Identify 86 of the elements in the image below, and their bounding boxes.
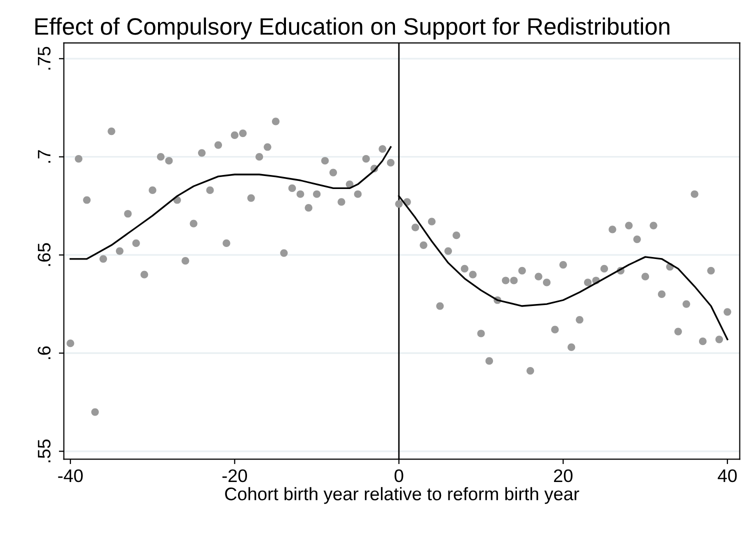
point (568, 343, 576, 352)
point (641, 272, 650, 280)
point (682, 300, 690, 308)
point (83, 196, 91, 204)
point (354, 190, 362, 198)
point (469, 270, 477, 278)
point (74, 154, 82, 163)
point (255, 153, 264, 161)
point (116, 247, 124, 255)
x-tick-label: -40 (58, 469, 83, 482)
y-tick-label: .55 (38, 439, 51, 462)
chart-title: Effect of Compulsory Education on Support for Redistribution (35, 18, 670, 40)
point (182, 257, 190, 265)
point (304, 204, 312, 212)
point (674, 328, 682, 336)
point (485, 357, 494, 365)
point (698, 338, 707, 346)
y-tick-label: .75 (38, 46, 51, 70)
point (264, 143, 272, 151)
point (444, 247, 452, 255)
point (584, 278, 592, 286)
point (165, 156, 173, 165)
point (239, 129, 247, 138)
point (91, 408, 99, 416)
point (412, 224, 420, 232)
point (66, 340, 74, 348)
point (190, 220, 198, 228)
point (559, 260, 567, 269)
point (477, 330, 485, 338)
point (633, 235, 641, 244)
point (526, 366, 534, 375)
y-tick-label: .65 (38, 243, 51, 266)
point (288, 184, 296, 192)
point (460, 264, 468, 273)
point (600, 264, 608, 273)
x-axis-title: Cohort birth year relative to reform birth year (225, 487, 580, 504)
point (724, 308, 732, 316)
point (198, 149, 206, 157)
point (518, 266, 526, 274)
point (108, 127, 116, 136)
point (329, 168, 338, 176)
point (650, 222, 658, 230)
x-tick-label: 0 (394, 469, 404, 482)
point (148, 186, 156, 194)
point (296, 190, 304, 198)
y-tick-label: .6 (38, 346, 51, 360)
point (312, 190, 321, 198)
point (338, 198, 346, 206)
point (321, 156, 329, 165)
x-tick-label: 40 (718, 469, 737, 482)
x-tick-label: 20 (554, 469, 572, 482)
point (214, 141, 222, 149)
x-tick-label: -20 (222, 469, 247, 482)
point (690, 190, 698, 198)
point (247, 194, 255, 202)
point (230, 131, 238, 140)
point (428, 218, 436, 226)
point (658, 290, 666, 298)
point (99, 255, 108, 263)
point (378, 145, 386, 153)
point (140, 270, 148, 278)
point (386, 158, 394, 167)
point (510, 276, 518, 284)
point (272, 118, 280, 126)
point (542, 278, 551, 286)
point (551, 326, 559, 334)
line-series (70, 146, 392, 260)
point (395, 200, 403, 208)
point (576, 316, 584, 324)
point (715, 336, 724, 344)
point (420, 241, 428, 249)
point (222, 239, 230, 247)
point (362, 154, 370, 163)
point (502, 276, 510, 284)
point (124, 210, 132, 218)
point (280, 249, 288, 257)
point (132, 239, 140, 247)
point (436, 302, 444, 310)
point (156, 153, 165, 161)
point (206, 186, 214, 194)
point (707, 266, 715, 274)
point (625, 222, 633, 230)
point (608, 226, 616, 234)
y-tick-label: .7 (38, 150, 50, 163)
point (452, 232, 460, 240)
point (534, 272, 542, 280)
